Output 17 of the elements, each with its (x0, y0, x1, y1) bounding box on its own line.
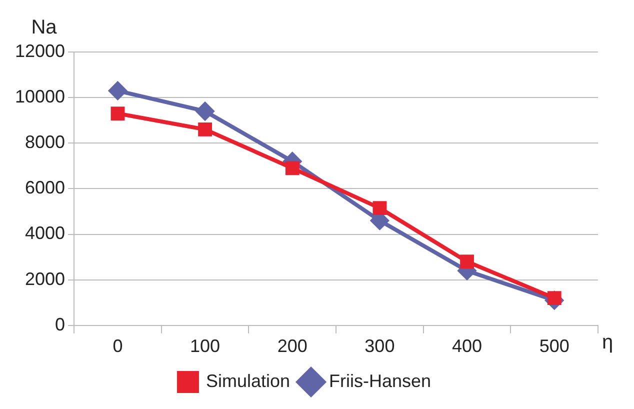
x-tick-label: 400 (452, 336, 482, 356)
y-tick-label: 10000 (14, 86, 66, 107)
y-tick-label: 12000 (14, 40, 66, 61)
y-tick-label: 4000 (25, 223, 66, 244)
x-axis-title: η (602, 332, 614, 354)
x-tick-label: 0 (112, 336, 123, 356)
x-tick-label: 300 (364, 336, 395, 356)
y-axis-title: Na (31, 16, 58, 39)
y-tick-label: 8000 (25, 132, 66, 152)
legend-label: Friis-Hansen (329, 370, 432, 391)
legend-label: Simulation (206, 370, 290, 391)
x-tick-label: 200 (277, 336, 308, 356)
y-tick-label: 6000 (25, 178, 66, 198)
x-tick-label: 100 (190, 336, 220, 356)
x-tick-label: 500 (539, 336, 570, 356)
y-tick-label: 2000 (25, 268, 66, 289)
y-tick-label: 0 (55, 314, 66, 334)
